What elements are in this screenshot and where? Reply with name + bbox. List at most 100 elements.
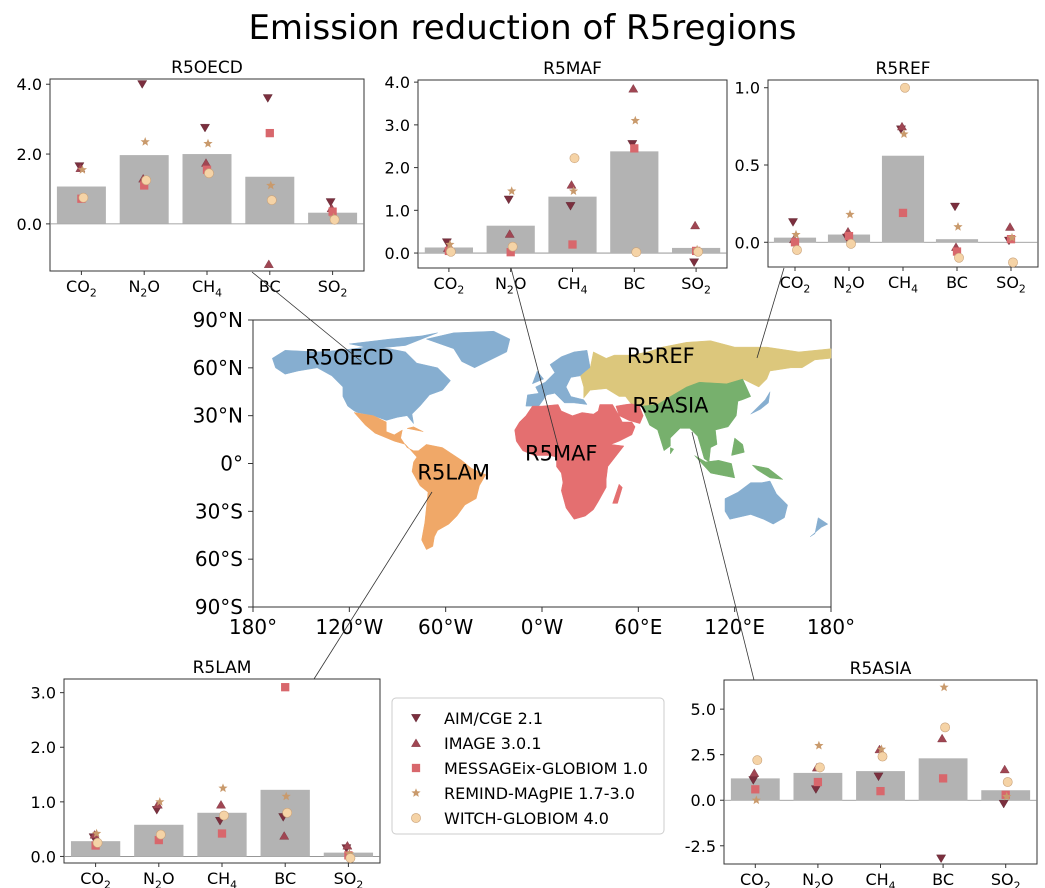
- x-tick-label: CH4: [192, 277, 222, 299]
- bar-co2: [57, 187, 106, 224]
- panel-r5lam: R5LAM0.01.02.03.0CO2 N2O CH4 BC SO2: [31, 658, 380, 888]
- panel-title: R5ASIA: [850, 659, 912, 679]
- map-label-r5lam: R5LAM: [417, 460, 490, 484]
- x-tick-label: N2O: [143, 869, 174, 888]
- y-tick-label: -2.5: [685, 837, 716, 856]
- x-tick-label: CH4: [557, 274, 587, 296]
- lat-tick-label: 30°N: [193, 404, 243, 428]
- map-label-r5maf: R5MAF: [525, 441, 598, 465]
- legend-label: AIM/CGE 2.1: [444, 709, 543, 728]
- panel-r5oecd: R5OECD0.02.04.0CO2N2OCH4BCSO2: [17, 58, 364, 299]
- x-tick-label: SO2: [991, 870, 1021, 888]
- panel-title: R5MAF: [543, 59, 602, 79]
- marker-circle: [330, 215, 339, 224]
- x-tick-label: SO2: [334, 869, 364, 888]
- marker-circle: [93, 838, 102, 847]
- x-tick-label: BC: [623, 274, 645, 293]
- y-tick-label: 5.0: [691, 700, 716, 719]
- marker-circle: [753, 756, 762, 765]
- y-tick-label: 0.5: [735, 156, 760, 175]
- x-tick-label: N2O: [802, 870, 833, 888]
- marker-circle: [846, 239, 855, 248]
- panel-r5maf: R5MAF 0.0 1.0 2.0 3.0 4.0 CO2 N2O CH4 BC SO2: [385, 59, 727, 296]
- marker-square: [899, 209, 907, 217]
- marker-square: [939, 774, 947, 782]
- bar-ch4: [882, 156, 924, 243]
- marker-circle: [156, 830, 165, 839]
- x-tick-label: BC: [932, 870, 954, 888]
- map-label-r5ref: R5REF: [627, 344, 695, 368]
- marker-square: [281, 683, 289, 691]
- x-tick-label: BC: [274, 869, 296, 888]
- x-tick-label: N2O: [495, 274, 526, 296]
- marker-square: [814, 778, 822, 786]
- bar-bc: [261, 790, 310, 857]
- legend-label: WITCH-GLOBIOM 4.0: [444, 809, 609, 828]
- marker-square: [218, 829, 226, 837]
- marker-square: [266, 129, 274, 137]
- x-tick-label: SO2: [318, 277, 348, 299]
- marker-circle: [142, 176, 151, 185]
- y-tick-label: 1.0: [735, 79, 760, 98]
- y-tick-label: 0.0: [385, 244, 410, 263]
- legend-label: REMIND-MAgPIE 1.7-3.0: [444, 784, 635, 803]
- lon-tick-label: 0°W: [521, 615, 564, 639]
- marker-square: [568, 240, 576, 248]
- x-tick-label: CO2: [740, 870, 771, 888]
- y-tick-label: 4.0: [385, 73, 410, 92]
- legend-marker-circle: [411, 813, 420, 822]
- marker-circle: [219, 811, 228, 820]
- x-tick-label: CH4: [207, 869, 237, 888]
- x-tick-label: CO2: [434, 274, 465, 296]
- legend-label: MESSAGEix-GLOBIOM 1.0: [444, 759, 648, 778]
- marker-circle: [79, 193, 88, 202]
- marker-square: [791, 238, 799, 246]
- x-tick-label: CO2: [80, 869, 111, 888]
- marker-square: [630, 144, 638, 152]
- marker-square: [876, 787, 884, 795]
- marker-circle: [941, 723, 950, 732]
- lat-tick-label: 0°: [220, 452, 243, 476]
- y-tick-label: 4.0: [17, 75, 42, 94]
- panel-r5ref: R5REF 0.0 0.5 1.0 CO2 N2O CH4 BC SO2: [735, 59, 1038, 295]
- marker-circle: [815, 763, 824, 772]
- y-tick-label: 0.0: [735, 233, 760, 252]
- marker-circle: [632, 248, 641, 257]
- marker-circle: [792, 245, 801, 254]
- x-tick-label: SO2: [681, 274, 711, 296]
- x-tick-label: N2O: [833, 273, 864, 295]
- lon-tick-label: 120°W: [315, 615, 383, 639]
- marker-circle: [1008, 258, 1017, 267]
- y-tick-label: 0.0: [691, 791, 716, 810]
- x-tick-label: N2O: [128, 277, 159, 299]
- marker-circle: [694, 247, 703, 256]
- lon-tick-label: 60°E: [614, 615, 662, 639]
- y-tick-label: 1.0: [385, 201, 410, 220]
- x-tick-label: CO2: [780, 273, 811, 295]
- y-tick-label: 0.0: [17, 215, 42, 234]
- lat-tick-label: 30°S: [195, 499, 243, 523]
- panel-r5asia: R5ASIA -2.5 0.0 2.5 5.0 CO2 N2O CH4 BC SO2: [685, 659, 1037, 888]
- lat-tick-label: 60°S: [195, 547, 243, 571]
- y-tick-label: 3.0: [385, 116, 410, 135]
- panel-title: R5LAM: [193, 658, 252, 678]
- marker-circle: [508, 242, 517, 251]
- map-label-r5asia: R5ASIA: [632, 393, 709, 417]
- x-tick-label: SO2: [996, 273, 1026, 295]
- marker-circle: [446, 247, 455, 256]
- marker-circle: [204, 169, 213, 178]
- x-tick-label: BC: [946, 273, 968, 292]
- legend-label: IMAGE 3.0.1: [444, 734, 542, 753]
- marker-circle: [954, 253, 963, 262]
- marker-circle: [570, 154, 579, 163]
- legend-marker-square: [412, 764, 420, 772]
- y-tick-label: 2.0: [385, 159, 410, 178]
- x-tick-label: CH4: [888, 273, 918, 295]
- lat-tick-label: 90°N: [193, 308, 243, 332]
- marker-circle: [283, 808, 292, 817]
- marker-square: [751, 785, 759, 793]
- map-label-r5oecd: R5OECD: [305, 346, 394, 370]
- panel-title: R5OECD: [171, 58, 243, 78]
